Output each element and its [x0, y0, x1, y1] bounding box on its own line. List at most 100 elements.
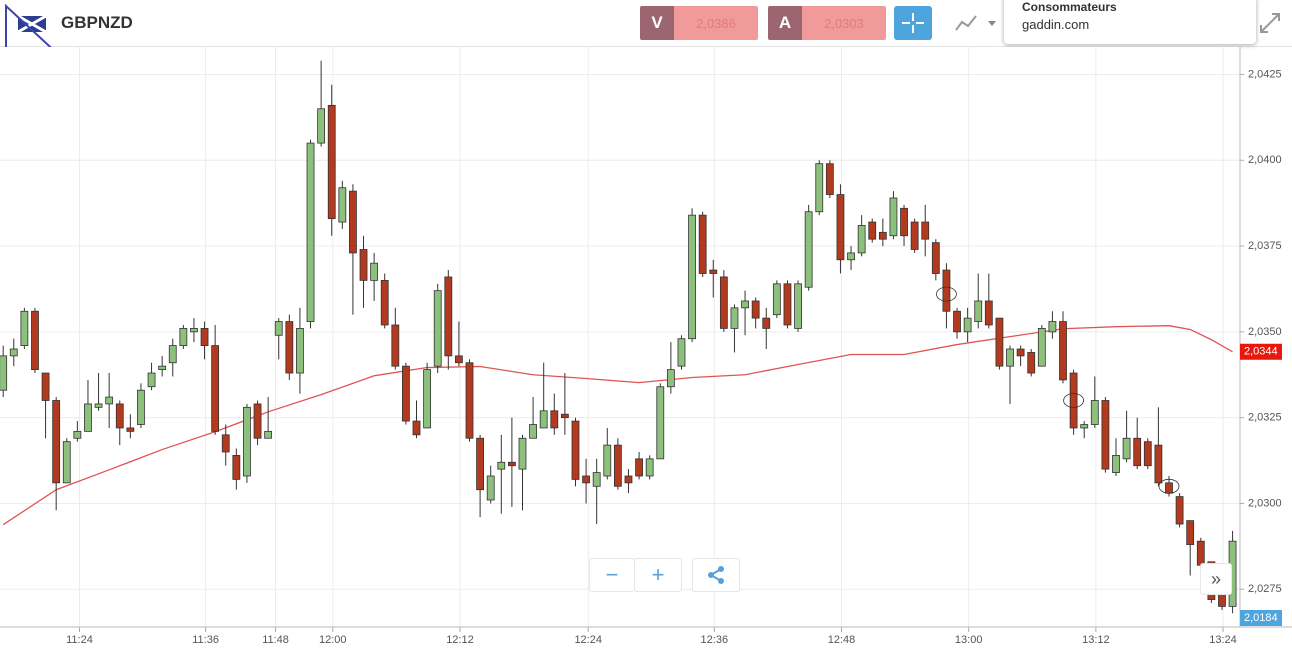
- candle-body: [889, 197, 898, 237]
- candle-body: [497, 461, 506, 470]
- candle-body: [1090, 400, 1099, 425]
- candle-body: [253, 403, 262, 439]
- candle-body: [31, 310, 39, 371]
- candle-body: [455, 355, 463, 364]
- candle-body: [836, 194, 845, 261]
- candle-body: [539, 410, 548, 429]
- candle-body: [931, 242, 940, 274]
- notification[interactable]: Consommateurs gaddin.com: [1004, 0, 1256, 44]
- annotation-circle: [1063, 393, 1085, 408]
- candle-body: [1143, 441, 1152, 467]
- last-price-tag: [1240, 610, 1282, 626]
- candle-body: [645, 458, 654, 477]
- candle-body: [741, 300, 749, 309]
- zoom-in-button[interactable]: +: [634, 558, 682, 592]
- crosshair-button[interactable]: [894, 6, 932, 40]
- candle-body: [168, 345, 177, 364]
- candle-body: [62, 441, 71, 484]
- y-tick-label: 2,0300: [1248, 497, 1282, 509]
- x-tick-label: 13:24: [1209, 634, 1237, 646]
- candle-body: [137, 389, 145, 425]
- y-tick-label: 2,0275: [1248, 583, 1282, 595]
- candle-body: [1165, 482, 1173, 494]
- x-tick-label: 11:36: [192, 634, 219, 646]
- fullscreen-button[interactable]: [1258, 11, 1282, 35]
- candle-body: [1080, 424, 1089, 429]
- candle-body: [921, 221, 930, 240]
- y-tick-label: 2,0425: [1248, 68, 1282, 80]
- y-tick-label: 2,0375: [1248, 240, 1282, 252]
- candle-body: [1196, 540, 1205, 566]
- last-price-label: 2,0184: [1244, 612, 1278, 624]
- candle-body: [370, 262, 379, 281]
- candle-body: [476, 437, 485, 491]
- zoom-out-button[interactable]: −: [589, 558, 635, 592]
- candle-body: [20, 310, 29, 346]
- candle-body: [444, 276, 453, 357]
- candle-body: [613, 444, 622, 487]
- candle-body: [221, 434, 230, 453]
- candle-body: [963, 317, 972, 333]
- scroll-right-button[interactable]: »: [1200, 563, 1232, 595]
- candle-body: [603, 444, 612, 477]
- bid-price: 2,0386: [674, 6, 758, 40]
- candle-body: [878, 231, 887, 240]
- ask-box[interactable]: A 2,0303: [768, 6, 886, 40]
- candle-body: [677, 338, 686, 367]
- candle-body: [264, 430, 273, 439]
- candle-body: [868, 221, 877, 240]
- share-icon: [708, 566, 724, 584]
- candle-body: [656, 386, 665, 460]
- candle-body: [423, 369, 432, 429]
- candle-body: [115, 403, 124, 429]
- bid-box[interactable]: V 2,0386: [640, 6, 758, 40]
- candle-body: [592, 472, 601, 487]
- candle-body: [349, 190, 357, 254]
- candle-body: [1037, 328, 1046, 367]
- candle-body: [1154, 444, 1163, 484]
- candle-body: [1112, 455, 1120, 473]
- candle-body: [698, 214, 707, 274]
- candle-body: [306, 142, 315, 322]
- candle-body: [486, 475, 495, 501]
- candle-body: [560, 413, 569, 419]
- candle-body: [402, 365, 410, 422]
- candle-body: [412, 420, 421, 436]
- candle-body: [433, 290, 442, 367]
- candle-body: [635, 458, 643, 477]
- candle-body: [857, 225, 866, 254]
- candle-body: [974, 300, 983, 322]
- ask-price: 2,0303: [802, 6, 886, 40]
- candle-body: [94, 403, 103, 408]
- candle-body: [465, 362, 474, 439]
- chart-type-button[interactable]: [952, 8, 1002, 38]
- candle-body: [730, 307, 739, 329]
- candle-body: [338, 187, 347, 223]
- candle-body: [550, 410, 559, 429]
- moving-average: [2, 325, 1233, 526]
- candle-body: [942, 269, 951, 312]
- x-tick-label: 11:48: [262, 634, 289, 646]
- candle-body: [0, 355, 8, 391]
- symbol: GBPNZD: [61, 13, 133, 32]
- candle-body: [825, 163, 834, 195]
- annotation-circle: [1158, 478, 1180, 494]
- x-tick-label: 13:00: [955, 634, 983, 646]
- candle-body: [953, 310, 961, 333]
- candle-body: [984, 300, 993, 326]
- candle-body: [200, 328, 209, 346]
- candle-body: [147, 372, 156, 388]
- candle-body: [126, 427, 135, 432]
- chart: 2,0275 2,0300 2,0325 2,0350 2,0375 2,0400 2,04…: [0, 47, 1292, 646]
- candle-body: [243, 406, 251, 477]
- ma-price-tag: [1240, 343, 1282, 360]
- candle-body: [624, 475, 633, 484]
- x-tick-label: 12:48: [828, 634, 856, 646]
- x-tick-label: 13:12: [1082, 634, 1110, 646]
- x-tick-label: 11:24: [66, 634, 93, 646]
- candle-body: [52, 400, 61, 484]
- candle-body: [995, 317, 1004, 367]
- y-tick-label: 2,0325: [1248, 412, 1282, 424]
- share-button[interactable]: [692, 558, 740, 592]
